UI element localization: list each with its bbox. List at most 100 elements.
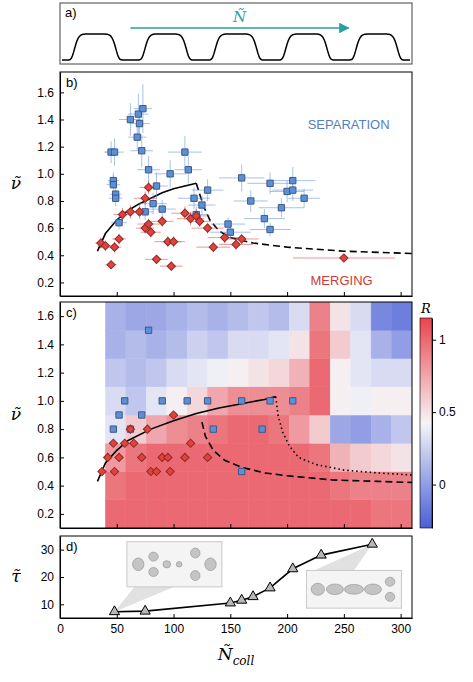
- marker: [101, 242, 109, 250]
- tick-mark: [230, 292, 231, 296]
- tick-label: 0.8: [37, 194, 54, 208]
- heatmap-cell: [269, 359, 289, 387]
- tick-label: 0.5: [439, 405, 456, 419]
- inset-blob: [191, 571, 201, 581]
- panel: 0.20.40.60.81.01.21.41.6b)ν̃SEPARATIONME…: [11, 72, 424, 297]
- marker: [166, 467, 174, 475]
- tick: 250: [334, 614, 354, 636]
- heatmap-cell: [371, 359, 391, 387]
- figure: a)Ñ0.20.40.60.81.01.21.41.6b)ν̃SEPARATIO…: [0, 0, 473, 682]
- marker: [265, 582, 275, 591]
- marker: [248, 198, 254, 204]
- heatmap-cell: [167, 359, 187, 387]
- plot-frame: [60, 302, 412, 528]
- marker: [122, 398, 128, 404]
- schematic-frame: [60, 3, 412, 64]
- tick: [174, 292, 175, 296]
- heatmap-cell: [289, 415, 309, 443]
- heatmap-cell: [248, 330, 268, 358]
- tick: 0.6: [37, 221, 64, 235]
- marker: [203, 224, 211, 232]
- tick-label: 1.6: [37, 309, 54, 323]
- tick: 0.6: [37, 451, 64, 465]
- axis-title-base: Ñ: [217, 644, 234, 664]
- heatmap-cell: [392, 359, 412, 387]
- inset: [306, 544, 401, 608]
- heatmap-cell: [228, 302, 248, 330]
- marker: [139, 148, 145, 154]
- marker: [367, 538, 377, 547]
- heatmap-cell: [248, 359, 268, 387]
- heatmap-cell: [330, 443, 350, 471]
- panel: 00.51R0.20.40.60.81.01.21.41.6c)ν̃: [11, 301, 456, 529]
- heatmap-cell: [269, 443, 289, 471]
- tick-mark: [60, 174, 64, 175]
- panel-label: b): [66, 75, 78, 90]
- marker: [191, 195, 197, 201]
- inset-blob: [326, 584, 343, 595]
- tick-mark: [60, 401, 64, 402]
- heatmap-cell: [208, 415, 228, 443]
- marker: [301, 195, 307, 201]
- heatmap-cell: [289, 359, 309, 387]
- heatmap-cell: [248, 415, 268, 443]
- tick: 0.4: [37, 249, 64, 263]
- tick-label: 1.0: [37, 167, 54, 181]
- tick-mark: [60, 604, 64, 605]
- tick: [401, 524, 402, 528]
- marker: [290, 187, 296, 193]
- tick-label: 0.4: [37, 479, 54, 493]
- axis: [61, 292, 413, 297]
- marker: [135, 208, 143, 216]
- heatmap-cell: [351, 330, 371, 358]
- tick-mark: [287, 292, 288, 296]
- tick-label: 0.2: [37, 276, 54, 290]
- marker: [184, 398, 190, 404]
- markers: [110, 327, 296, 475]
- tick-label: 1.2: [37, 366, 54, 380]
- tick-label: 20: [41, 570, 55, 584]
- marker: [290, 177, 296, 183]
- heatmap-cell: [105, 415, 125, 443]
- axis-line: [61, 528, 413, 529]
- marker: [112, 195, 118, 201]
- axis-line: [61, 296, 413, 297]
- heatmap-cell: [351, 415, 371, 443]
- inset-blob: [149, 567, 159, 576]
- tick-mark: [60, 514, 64, 515]
- heatmap-cell: [371, 387, 391, 415]
- heatmap-cell: [330, 500, 350, 528]
- tick: 0.8: [37, 194, 64, 208]
- tick-mark: [432, 412, 436, 413]
- tick-mark: [344, 524, 345, 528]
- heatmap-cell: [105, 302, 125, 330]
- tick: 1.6: [37, 86, 64, 100]
- markers: [97, 183, 348, 270]
- inset-frame: [127, 542, 222, 587]
- heatmap-cell: [289, 500, 309, 528]
- heatmap-cell: [105, 500, 125, 528]
- heatmap-cell: [310, 330, 330, 358]
- tick: 1.4: [37, 113, 64, 127]
- heatmap-cell: [289, 302, 309, 330]
- heatmap-cell: [330, 387, 350, 415]
- heatmap-cell: [371, 302, 391, 330]
- marker: [118, 210, 126, 218]
- marker: [130, 439, 138, 447]
- tick-mark: [117, 614, 118, 618]
- heatmap-cell: [228, 472, 248, 500]
- marker: [239, 398, 245, 404]
- heatmap-cell: [126, 387, 146, 415]
- heatmap-cell: [330, 359, 350, 387]
- tick: 300: [391, 614, 411, 636]
- tick: 0.5: [432, 405, 456, 419]
- series-label: SEPARATION: [308, 117, 390, 132]
- heatmap-cell: [289, 387, 309, 415]
- axis-line: [60, 73, 61, 297]
- tick-mark: [60, 429, 64, 430]
- curve: [97, 183, 196, 251]
- heatmap-cell: [330, 330, 350, 358]
- marker: [185, 167, 191, 173]
- plot-frame: [60, 536, 412, 618]
- marker: [140, 105, 146, 111]
